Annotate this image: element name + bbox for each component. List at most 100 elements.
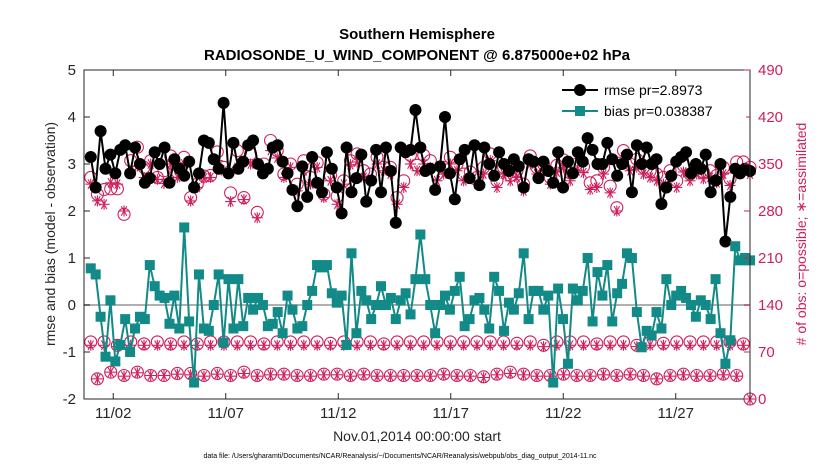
rmse-point (625, 186, 638, 199)
bias-point (730, 241, 741, 252)
obs-assimilated-marker (165, 339, 177, 351)
bias-point (439, 290, 450, 301)
rmse-point (252, 158, 265, 170)
obs-assimilated-marker (118, 370, 130, 382)
legend-bias-marker (575, 106, 585, 116)
obs-assimilated-marker (265, 369, 277, 381)
bias-point (617, 278, 628, 289)
rmse-point (163, 176, 176, 189)
bias-point (361, 295, 372, 306)
obs-assimilated-marker (518, 369, 530, 381)
obs-assimilated-marker (598, 369, 609, 381)
rmse-point (330, 181, 343, 194)
rmse-point (350, 172, 363, 185)
rmse-point (655, 197, 668, 210)
bias-point (385, 292, 396, 303)
obs-assimilated-marker (118, 205, 130, 217)
bias-point (208, 300, 219, 310)
rmse-point (124, 167, 137, 180)
bias-point (366, 314, 377, 325)
bias-point (90, 269, 101, 280)
bias-point (430, 328, 441, 339)
bias-point (400, 288, 411, 299)
rmse-point (463, 172, 476, 185)
x-tick-label: 11/17 (433, 405, 469, 422)
obs-assimilated-marker (657, 339, 669, 351)
bias-point (582, 253, 593, 263)
y-left-tick-label: -1 (63, 344, 76, 361)
rmse-point (158, 141, 171, 154)
obs-assimilated-marker (684, 339, 696, 351)
rmse-point (443, 167, 456, 180)
plot-frame (83, 69, 751, 400)
bias-point (144, 260, 155, 271)
rmse-point (434, 160, 447, 173)
bias-point (587, 316, 598, 327)
rmse-point (517, 181, 530, 194)
obs-assimilated-marker (378, 339, 390, 351)
rmse-point (261, 162, 274, 175)
bias-point (499, 325, 510, 336)
rmse-point (611, 169, 624, 182)
obs-assimilated-marker (298, 339, 310, 351)
y-right-tick-label: 70 (758, 344, 775, 361)
bias-point (567, 283, 578, 294)
rmse-point (561, 155, 574, 168)
bias-point (218, 337, 229, 348)
obs-assimilated-marker (578, 167, 590, 179)
bias-point (646, 330, 657, 341)
obs-assimilated-marker (571, 370, 583, 382)
rmse-point (709, 174, 722, 187)
obs-assimilated-marker (351, 339, 363, 351)
obs-assimilated-marker (105, 177, 117, 189)
obs-assimilated-marker (398, 370, 410, 382)
obs-assimilated-marker (278, 369, 290, 381)
y-axis-right: 0 70 140 210 280 350 420 490 (744, 62, 783, 408)
rmse-point (694, 162, 707, 175)
obs-assimilated-marker (251, 370, 263, 382)
obs-assimilated-marker (578, 339, 590, 351)
obs-assimilated-marker (737, 339, 749, 351)
obs-assimilated-marker (238, 194, 250, 206)
rmse-point (227, 136, 240, 149)
obs-assimilated-marker (344, 370, 356, 382)
rmse-point (84, 150, 97, 163)
bias-point (484, 323, 495, 334)
bias-point (321, 260, 332, 271)
rmse-point (680, 146, 693, 159)
obs-assimilated-marker (431, 339, 443, 351)
obs-assimilated-marker (464, 370, 476, 382)
bias-point (420, 274, 431, 285)
rmse-point (704, 186, 717, 199)
bias-point (518, 248, 529, 259)
data-file-footnote: data file: /Users/gharamti/Documents/NCA… (203, 453, 597, 460)
bias-point (356, 285, 367, 296)
rmse-point (557, 181, 570, 194)
obs-assimilated-marker (98, 198, 110, 210)
y-left-tick-label: 0 (68, 297, 76, 314)
legend-rmse-label: rmse pr=2.8973 (604, 82, 703, 98)
obs-assimilated-marker (611, 205, 623, 217)
obs-assimilated-marker (404, 158, 416, 170)
obs-assimilated-marker (158, 370, 170, 381)
rmse-point (601, 136, 614, 149)
bias-point (656, 323, 667, 334)
obs-assimilated-marker (291, 370, 303, 382)
bias-point (720, 358, 731, 369)
bias-point (494, 285, 505, 296)
bias-point (553, 283, 564, 294)
rmse-point (89, 181, 102, 194)
rmse-point (660, 181, 673, 194)
obs-assimilated-marker (444, 339, 456, 351)
bias-point (449, 285, 460, 296)
obs-assimilated-marker (411, 370, 423, 382)
obs-assimilated-marker (458, 339, 470, 351)
rmse-point (311, 176, 324, 189)
rmse-point (178, 169, 191, 182)
rmse-point (448, 193, 461, 206)
bias-point (203, 325, 214, 336)
bias-point (159, 292, 170, 303)
rmse-point (202, 136, 215, 149)
obs-assimilated-marker (731, 370, 743, 382)
rmse-point (684, 167, 697, 180)
